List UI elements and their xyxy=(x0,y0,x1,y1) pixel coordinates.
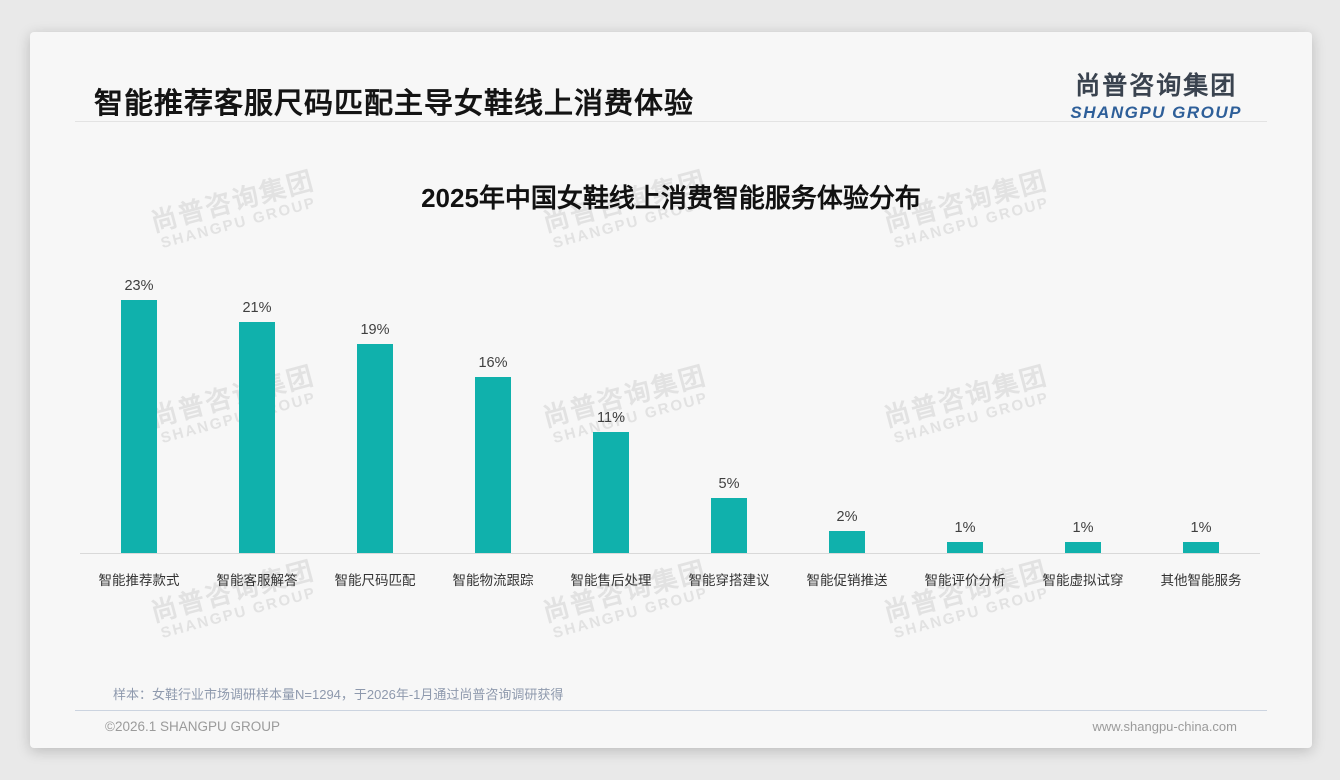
slide-card: 智能推荐客服尺码匹配主导女鞋线上消费体验 尚普咨询集团 SHANGPU GROU… xyxy=(30,32,1312,748)
bar-group: 19% xyxy=(316,230,434,553)
brand-logo: 尚普咨询集团 SHANGPU GROUP xyxy=(1070,66,1242,123)
bar-value-label: 19% xyxy=(360,322,390,338)
x-axis-label: 智能尺码匹配 xyxy=(334,573,416,588)
bar-value-label: 2% xyxy=(836,509,858,525)
bar xyxy=(1065,542,1101,553)
bar-value-label: 1% xyxy=(1072,520,1094,536)
bar xyxy=(357,344,393,553)
bar xyxy=(593,432,629,553)
bar-value-label: 23% xyxy=(124,278,154,294)
bar-value-label: 1% xyxy=(954,520,976,536)
bar-group: 2% xyxy=(788,230,906,553)
copyright-text: ©2026.1 SHANGPU GROUP xyxy=(105,719,281,734)
footer: ©2026.1 SHANGPU GROUP www.shangpu-china.… xyxy=(105,719,1237,734)
bar xyxy=(829,531,865,553)
x-axis-label: 智能虚拟试穿 xyxy=(1042,573,1124,588)
bar-group: 11% xyxy=(552,230,670,553)
x-axis-labels: 智能推荐款式 智能客服解答 智能尺码匹配 智能物流跟踪 智能售后处理 智能穿搭建议 智能促销… xyxy=(80,555,1260,589)
bar-group: 1% xyxy=(1142,230,1260,553)
footer-divider xyxy=(75,710,1267,711)
bar xyxy=(1183,542,1219,553)
bar-value-label: 5% xyxy=(718,476,740,492)
bar xyxy=(475,377,511,553)
bar-value-label: 16% xyxy=(478,355,508,371)
x-axis-label: 智能售后处理 xyxy=(570,573,652,588)
bar-chart: 23% 21% 19% 16% 11% 5% 2% 1% 1% 1% xyxy=(80,230,1260,554)
bar xyxy=(711,498,747,553)
x-axis-label: 智能评价分析 xyxy=(924,573,1006,588)
x-axis-label: 智能推荐款式 xyxy=(98,573,180,588)
website-link[interactable]: www.shangpu-china.com xyxy=(1092,719,1237,734)
title-divider xyxy=(75,121,1267,122)
x-axis-label: 智能物流跟踪 xyxy=(452,573,534,588)
x-axis-label: 智能穿搭建议 xyxy=(688,573,770,588)
x-axis-label: 智能促销推送 xyxy=(806,573,888,588)
bar-value-label: 11% xyxy=(597,410,625,426)
bar-group: 16% xyxy=(434,230,552,553)
bar-group: 1% xyxy=(906,230,1024,553)
x-axis-label: 智能客服解答 xyxy=(216,573,298,588)
bar-group: 21% xyxy=(198,230,316,553)
bar-group: 23% xyxy=(80,230,198,553)
bar xyxy=(121,300,157,553)
bar-value-label: 21% xyxy=(242,300,272,316)
bar-group: 5% xyxy=(670,230,788,553)
chart-title: 2025年中国女鞋线上消费智能服务体验分布 xyxy=(421,183,921,213)
brand-logo-en: SHANGPU GROUP xyxy=(1070,103,1242,122)
sample-footnote: 样本：女鞋行业市场调研样本量N=1294，于2026年-1月通过尚普咨询调研获得 xyxy=(113,687,564,702)
bar xyxy=(239,322,275,553)
page-title: 智能推荐客服尺码匹配主导女鞋线上消费体验 xyxy=(94,88,695,120)
bar-value-label: 1% xyxy=(1190,520,1212,536)
bar xyxy=(947,542,983,553)
bar-group: 1% xyxy=(1024,230,1142,553)
x-axis-label: 其他智能服务 xyxy=(1160,573,1242,588)
brand-logo-cn: 尚普咨询集团 xyxy=(1075,72,1238,100)
